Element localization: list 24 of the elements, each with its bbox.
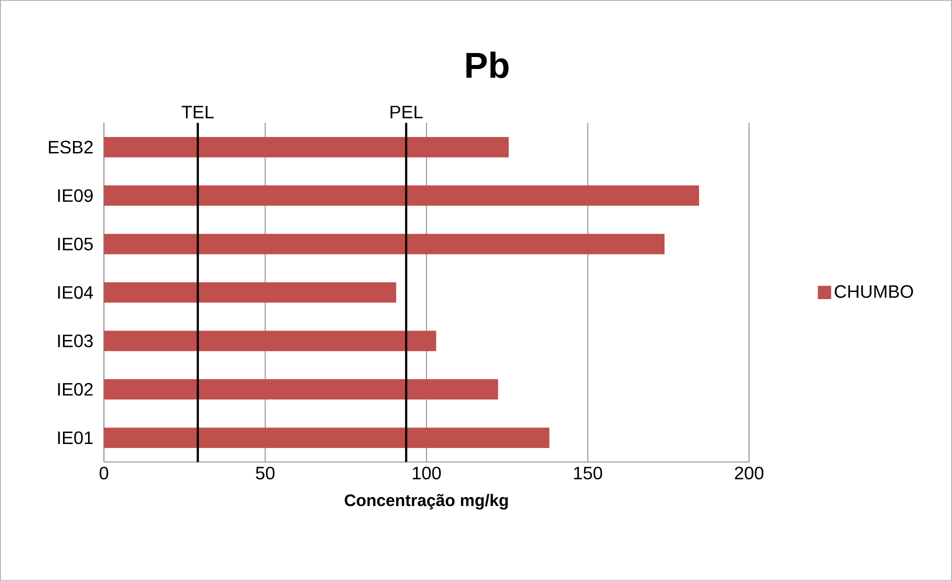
x-tick-label: 50 xyxy=(256,466,275,480)
x-tick-label: 150 xyxy=(574,466,602,480)
y-tick-label: IE01 xyxy=(58,431,93,444)
bar xyxy=(104,428,550,448)
bar xyxy=(104,185,700,206)
y-tick-label: IE02 xyxy=(58,383,93,396)
bar xyxy=(104,234,665,254)
ref-line-label: PEL xyxy=(390,106,423,118)
y-tick-label: IE03 xyxy=(58,334,93,348)
x-tick-label: 200 xyxy=(734,466,764,480)
bar xyxy=(104,137,509,158)
ref-line-label: TEL xyxy=(182,106,214,118)
y-tick-label: IE05 xyxy=(58,238,93,250)
legend-label: CHUMBO xyxy=(834,285,914,298)
y-tick-label: IE09 xyxy=(58,189,93,202)
y-tick-label: IE04 xyxy=(58,286,94,299)
bar xyxy=(104,330,436,352)
chart-title: Pb xyxy=(466,52,509,78)
x-tick-label: 0 xyxy=(100,466,108,480)
bar xyxy=(104,379,498,400)
y-tick-label: ESB2 xyxy=(48,140,93,154)
bar xyxy=(104,282,396,303)
x-tick-label: 100 xyxy=(412,466,441,480)
x-axis-title: Concentração mg/kg xyxy=(344,494,508,510)
